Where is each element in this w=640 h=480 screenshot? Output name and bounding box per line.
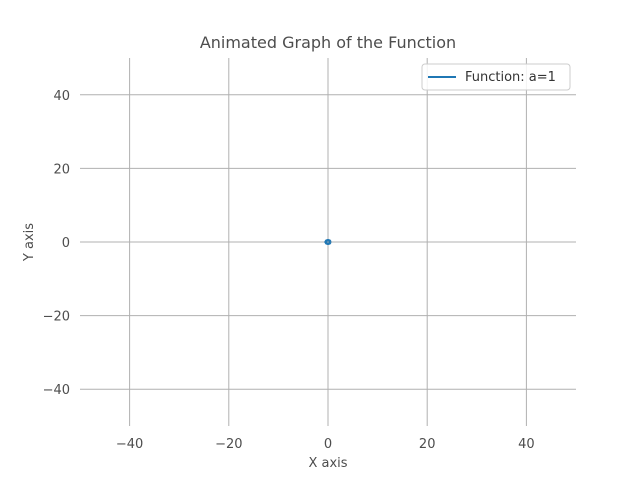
legend-frame: [421, 63, 571, 91]
y-tick-label: −20: [43, 310, 70, 325]
legend-entry-label: Function: a=1: [465, 70, 556, 85]
x-axis-label: X axis: [308, 456, 347, 471]
y-tick-label: 0: [62, 236, 70, 251]
series-line: [324, 238, 332, 246]
y-tick-label: 20: [53, 162, 70, 177]
tick-labels: −40 −20 0 20 40 −40 −20 0 20 40: [43, 89, 535, 452]
x-tick-label: 20: [419, 437, 436, 452]
legend: Function: a=1: [421, 63, 571, 91]
x-tick-label: −20: [215, 437, 242, 452]
x-tick-label: −40: [116, 437, 143, 452]
x-tick-label: 40: [518, 437, 535, 452]
series-layer: [324, 238, 332, 246]
y-tick-label: 40: [53, 89, 70, 104]
x-tick-label: 0: [324, 437, 332, 452]
y-axis-label: Y axis: [22, 223, 37, 262]
y-tick-label: −40: [43, 383, 70, 398]
chart-title: Animated Graph of the Function: [200, 33, 456, 52]
grid-lines: [80, 58, 576, 426]
